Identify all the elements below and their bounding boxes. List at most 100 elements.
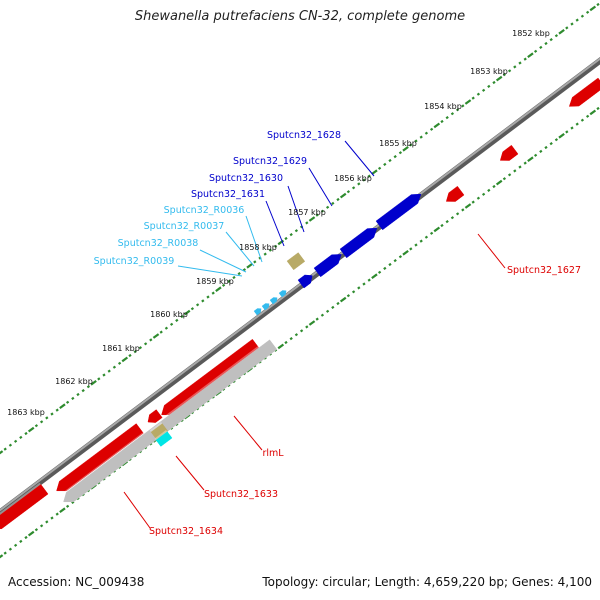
leader-1634 <box>123 491 151 529</box>
scale-tick <box>429 231 434 235</box>
scale-tick <box>544 41 548 46</box>
leader-1633 <box>175 455 205 491</box>
scale-tick <box>331 305 335 310</box>
scale-tick <box>513 65 517 69</box>
scale-label: 1860 kbp <box>150 310 188 319</box>
scale-tick <box>325 205 330 209</box>
scale-tick <box>164 326 169 330</box>
scale-label: 1854 kbp <box>424 102 462 111</box>
leader-rlml <box>233 415 263 451</box>
scale-tick <box>440 119 444 124</box>
misc-feature-lower-shade <box>149 422 163 432</box>
backbone <box>0 57 600 516</box>
scale-tick <box>527 156 534 162</box>
gene-label[interactable]: Sputcn32_1629 <box>233 156 307 167</box>
backbone-line <box>0 57 600 516</box>
gene-label[interactable]: Sputcn32_1633 <box>204 489 278 500</box>
gene-sputcn32-1629 <box>338 227 378 259</box>
gene-red-left-edge-body <box>0 484 49 530</box>
gene-red-small-upper <box>499 143 519 161</box>
gene-label[interactable]: Sputcn32_R0038 <box>118 238 199 249</box>
scale-tick <box>59 403 66 409</box>
scale-tick <box>201 299 205 303</box>
scale-tick <box>180 314 184 319</box>
gene-sputcn32-r0039-body <box>253 308 262 316</box>
scale-tick <box>221 283 226 287</box>
scale-tick <box>284 236 288 241</box>
scale-tick <box>232 275 236 280</box>
gene-red-upper-right <box>568 76 600 107</box>
scale-tick <box>263 252 267 256</box>
scale-tick <box>527 52 534 58</box>
scale-tick <box>455 108 460 112</box>
gene-label[interactable]: Sputcn32_1627 <box>507 265 581 276</box>
gene-label[interactable]: Sputcn32_R0039 <box>94 256 175 267</box>
gene-label[interactable]: Sputcn32_R0036 <box>164 205 245 216</box>
gene-label[interactable]: Sputcn32_1634 <box>149 526 223 537</box>
scale-tick <box>351 186 356 190</box>
scale-tick <box>549 141 553 146</box>
gene-red-left-edge <box>0 482 49 530</box>
scale-tick <box>533 153 538 157</box>
gene-label[interactable]: rlmL <box>262 448 284 459</box>
gene-label[interactable]: Sputcn32_R0037 <box>144 221 225 232</box>
scale-tick <box>215 286 222 292</box>
scale-tick <box>393 258 397 263</box>
scale-tick <box>351 290 356 294</box>
scale-tick <box>294 333 299 337</box>
gene-sputcn32-r0036-body <box>278 290 287 298</box>
scale-tick <box>492 80 496 85</box>
scale-label: 1853 kbp <box>470 67 508 76</box>
scale-tick <box>433 226 441 233</box>
scale-tick <box>71 396 75 401</box>
accession-text: Accession: NC_009438 <box>8 575 145 589</box>
gene-red-long-mid-shade <box>58 422 137 482</box>
scale-tick <box>383 162 387 167</box>
scale-tick <box>455 212 460 216</box>
scale-tick <box>133 349 137 354</box>
scale-tick <box>402 250 409 256</box>
scale-tick <box>190 307 195 311</box>
scale-tick <box>305 221 309 225</box>
scale-tick <box>143 342 148 346</box>
scale-tick <box>585 10 590 14</box>
scale-tick <box>8 547 13 551</box>
scale-tick <box>539 45 543 50</box>
gene-label[interactable]: Sputcn32_1631 <box>191 189 265 200</box>
backbone-highlight <box>0 57 600 512</box>
scale-tick <box>585 114 590 118</box>
scale-tick <box>55 512 59 516</box>
gene-label[interactable]: Sputcn32_1630 <box>209 173 283 184</box>
scale-tick <box>59 507 66 513</box>
gene-sputcn32-1627 <box>445 184 465 202</box>
scale-tick <box>237 271 241 276</box>
scale-tick <box>13 439 18 443</box>
gene-sputcn32-1631-shade <box>296 273 305 280</box>
scale-tick <box>377 270 382 274</box>
misc-feature-lower <box>149 422 168 440</box>
scale-tick <box>575 18 579 22</box>
scale-tick <box>169 322 174 326</box>
scale-tick <box>558 133 565 139</box>
gene-sputcn32-1629-body <box>339 227 378 259</box>
cyan-feature-body <box>155 431 173 447</box>
gene-sputcn32-1634-body <box>63 339 278 503</box>
scale-tick <box>8 443 13 447</box>
scale-tick <box>507 69 512 73</box>
scale-tick <box>450 216 455 220</box>
scale-tick <box>339 296 347 303</box>
scale-tick <box>533 49 538 53</box>
scale-tick <box>388 158 392 163</box>
scale-tick <box>268 248 273 252</box>
cyan-feature-shade <box>154 430 168 440</box>
scale-tick <box>102 373 106 377</box>
scale-tick <box>175 318 179 323</box>
genome-summary-text: Topology: circular; Length: 4,659,220 bp… <box>262 575 592 589</box>
scale-tick <box>299 329 304 333</box>
scale-tick <box>117 361 122 365</box>
scale-tick <box>325 309 330 313</box>
scale-tick <box>246 263 253 269</box>
scale-tick <box>461 208 465 212</box>
scale-tick <box>195 303 200 307</box>
gene-label[interactable]: Sputcn32_1628 <box>267 130 341 141</box>
